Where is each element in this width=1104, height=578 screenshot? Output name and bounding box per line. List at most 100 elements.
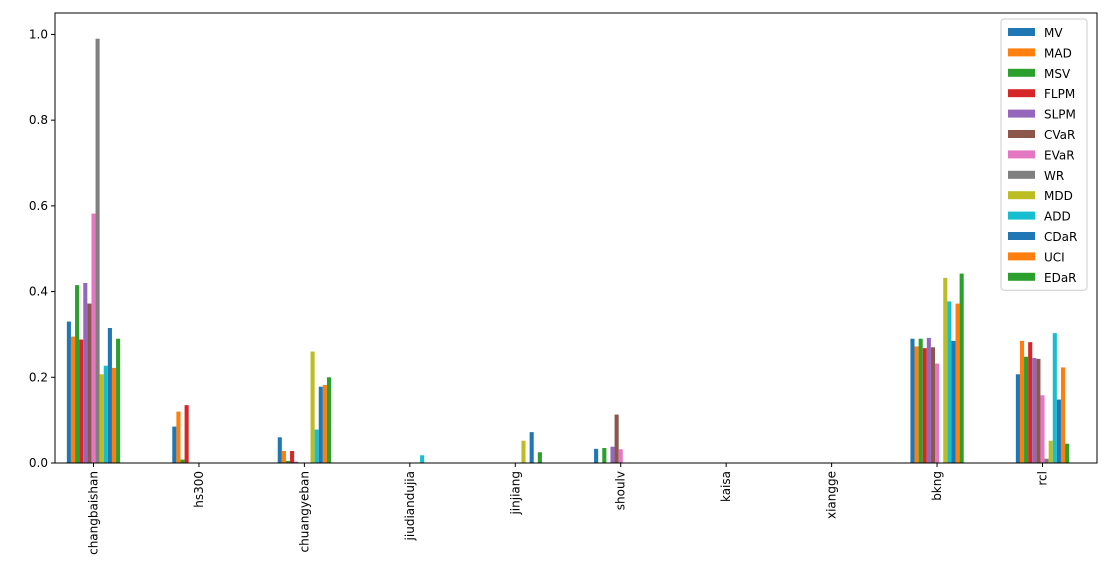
bar-jinjiang-EDaR — [537, 452, 542, 463]
bar-bkng-CVaR — [930, 347, 936, 463]
bar-bkng-ADD — [947, 301, 952, 463]
bar-shoulv-SLPM — [610, 446, 615, 463]
x-tick-label-kaisa: kaisa — [719, 471, 733, 502]
legend-label-FLPM: FLPM — [1044, 87, 1075, 101]
bar-rcl-EDaR — [1065, 443, 1070, 463]
legend-label-MAD: MAD — [1044, 46, 1072, 60]
bar-bkng-MV — [910, 338, 915, 463]
legend-swatch-MSV — [1008, 68, 1035, 77]
x-axis: changbaishan hs300 chuangyeban jiudiandujia… — [87, 463, 1050, 555]
x-tick-label-bkng: bkng — [930, 471, 944, 501]
legend-swatch-CVaR — [1008, 130, 1035, 138]
bar-rcl-UCI — [1060, 367, 1066, 463]
legend-swatch-ADD — [1008, 211, 1035, 220]
y-axis: 0.0 0.2 0.4 0.6 0.8 1.0 — [29, 27, 55, 470]
bar-rcl-CVaR — [1036, 358, 1041, 463]
y-tick-label: 0.0 — [29, 456, 48, 470]
bar-chuangyeban-EDaR — [326, 377, 332, 463]
legend-swatch-UCI — [1008, 252, 1035, 261]
bar-hs300-MSV — [180, 459, 185, 463]
bar-shoulv-CVaR — [614, 414, 619, 463]
bar-hs300-MAD — [176, 411, 181, 463]
bar-shoulv-MV — [594, 448, 599, 463]
bar-rcl-MV — [1015, 374, 1020, 463]
bar-rcl-SLPM — [1032, 358, 1037, 463]
bar-chuangyeban-ADD — [314, 429, 319, 463]
y-tick-label: 0.8 — [29, 113, 48, 127]
bar-bkng-FLPM — [922, 348, 927, 463]
legend-swatch-MAD — [1008, 48, 1035, 57]
bar-bkng-SLPM — [926, 337, 931, 463]
bar-hs300-FLPM — [184, 405, 189, 463]
bar-bkng-UCI — [955, 303, 960, 463]
legend-label-MDD: MDD — [1044, 189, 1073, 203]
bar-changbaishan-EDaR — [116, 338, 121, 463]
legend-label-MV: MV — [1044, 26, 1063, 40]
bar-changbaishan-MDD — [99, 374, 104, 463]
legend-label-UCI: UCI — [1044, 250, 1065, 264]
legend-label-EVaR: EVaR — [1044, 148, 1075, 162]
bar-rcl-WR — [1044, 458, 1049, 463]
bar-chuangyeban-SLPM — [294, 461, 299, 463]
bar-changbaishan-MV — [66, 321, 71, 463]
plot-frame — [54, 12, 1098, 464]
legend-swatch-SLPM — [1008, 109, 1035, 118]
bar-rcl-ADD — [1052, 333, 1057, 463]
bar-shoulv-EVaR — [618, 449, 623, 463]
legend-label-ADD: ADD — [1044, 210, 1071, 224]
bar-bkng-EDaR — [959, 273, 964, 463]
bar-changbaishan-ADD — [103, 365, 108, 463]
bar-rcl-EVaR — [1040, 395, 1045, 463]
bar-bkng-MDD — [943, 277, 948, 463]
legend-swatch-MV — [1008, 28, 1035, 36]
bar-changbaishan-CVaR — [87, 303, 92, 463]
bar-chuangyeban-MAD — [281, 451, 286, 463]
bar-chuangyeban-MSV — [285, 460, 291, 463]
x-tick-label-rcl: rcl — [1036, 471, 1050, 486]
x-tick-label-shoulv: shoulv — [614, 471, 628, 510]
bar-jiudiandujia-ADD — [420, 455, 425, 463]
legend-swatch-WR — [1008, 170, 1035, 179]
bar-changbaishan-EVaR — [91, 213, 96, 463]
legend-swatch-CDaR — [1008, 232, 1035, 240]
bar-rcl-FLPM — [1028, 342, 1033, 463]
x-tick-label-chuangyeban: chuangyeban — [297, 471, 311, 552]
bar-changbaishan-CDaR — [107, 328, 112, 463]
bar-shoulv-MSV — [602, 448, 607, 463]
bar-bkng-EVaR — [935, 363, 940, 463]
x-tick-label-xiangge: xiangge — [825, 471, 839, 519]
legend-label-EDaR: EDaR — [1044, 271, 1077, 285]
bar-changbaishan-UCI — [111, 367, 117, 463]
y-tick-label: 0.6 — [29, 199, 48, 213]
bars-layer — [66, 38, 1070, 464]
bar-chuangyeban-FLPM — [290, 451, 295, 463]
legend-swatch-MDD — [1008, 191, 1035, 200]
legend-swatch-EVaR — [1008, 150, 1035, 159]
bar-jinjiang-CDaR — [529, 432, 534, 463]
bar-hs300-MV — [172, 426, 177, 463]
bar-bkng-CDaR — [951, 340, 956, 463]
bar-changbaishan-SLPM — [83, 283, 88, 463]
bar-bkng-MAD — [914, 346, 919, 463]
bar-rcl-MDD — [1048, 440, 1053, 463]
x-tick-label-jiudiandujia: jiudiandujia — [403, 471, 417, 541]
legend: MV MAD MSV FLPM SLPM CVaR EVaR WR MDD ADD CDaR UCI E… — [1000, 18, 1088, 291]
bar-rcl-MSV — [1024, 356, 1029, 463]
legend-swatch-FLPM — [1008, 89, 1035, 98]
legend-label-WR: WR — [1044, 169, 1064, 183]
bar-rcl-MAD — [1019, 340, 1025, 463]
bar-bkng-MSV — [918, 338, 923, 463]
y-tick-label: 0.2 — [29, 370, 48, 384]
bar-changbaishan-MAD — [70, 336, 76, 463]
bar-jinjiang-MDD — [521, 440, 526, 463]
y-tick-label: 1.0 — [29, 27, 48, 41]
bar-chuangyeban-CDaR — [318, 386, 323, 463]
x-tick-label-hs300: hs300 — [192, 471, 206, 508]
bar-chuangyeban-UCI — [322, 385, 327, 463]
y-tick-label: 0.4 — [29, 285, 48, 299]
bar-chuangyeban-MDD — [310, 351, 315, 463]
bar-changbaishan-WR — [95, 38, 100, 464]
legend-label-SLPM: SLPM — [1044, 108, 1076, 122]
legend-box — [1000, 18, 1088, 291]
